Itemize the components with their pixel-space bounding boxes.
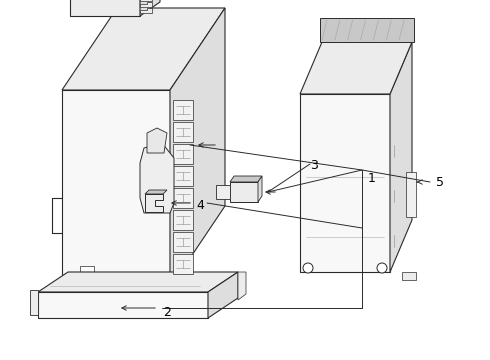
Polygon shape — [173, 232, 193, 252]
Polygon shape — [173, 166, 193, 186]
Text: 2: 2 — [163, 306, 171, 319]
Polygon shape — [140, 2, 152, 7]
Polygon shape — [173, 144, 193, 164]
Polygon shape — [216, 185, 230, 199]
Polygon shape — [390, 42, 412, 272]
Polygon shape — [320, 18, 414, 42]
Polygon shape — [140, 8, 152, 13]
Text: 1: 1 — [368, 171, 376, 185]
Polygon shape — [173, 210, 193, 230]
Polygon shape — [80, 266, 94, 276]
Polygon shape — [145, 194, 163, 212]
Polygon shape — [140, 0, 152, 1]
Polygon shape — [173, 100, 193, 120]
Polygon shape — [170, 8, 225, 288]
Polygon shape — [140, 143, 174, 213]
Text: 4: 4 — [196, 198, 204, 212]
Polygon shape — [238, 272, 246, 300]
Polygon shape — [173, 188, 193, 208]
Polygon shape — [70, 0, 140, 16]
Polygon shape — [402, 272, 416, 280]
Polygon shape — [300, 94, 390, 272]
Polygon shape — [258, 176, 262, 202]
Polygon shape — [38, 272, 238, 292]
Polygon shape — [173, 122, 193, 142]
Polygon shape — [62, 8, 225, 90]
Polygon shape — [145, 190, 167, 194]
Polygon shape — [38, 292, 208, 318]
Text: 3: 3 — [310, 158, 318, 171]
Text: 5: 5 — [436, 176, 444, 189]
Polygon shape — [62, 90, 170, 288]
Polygon shape — [230, 182, 258, 202]
Polygon shape — [140, 0, 160, 16]
Polygon shape — [30, 290, 38, 315]
Polygon shape — [147, 128, 167, 153]
Polygon shape — [173, 254, 193, 274]
Polygon shape — [230, 176, 262, 182]
Polygon shape — [300, 42, 412, 94]
Circle shape — [303, 263, 313, 273]
Polygon shape — [406, 172, 416, 217]
Circle shape — [377, 263, 387, 273]
Polygon shape — [208, 272, 238, 318]
